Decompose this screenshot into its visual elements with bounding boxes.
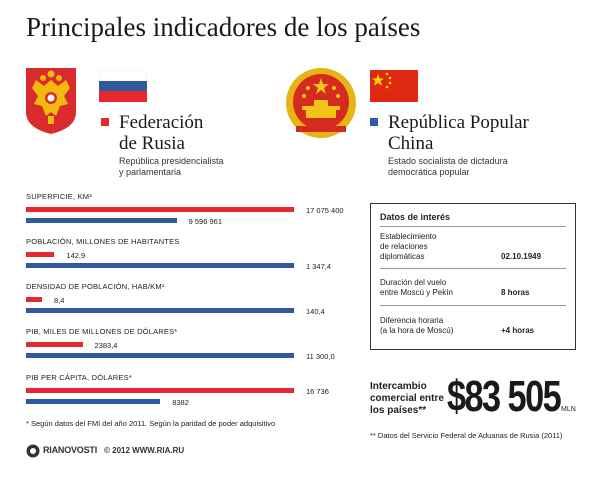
copyright: © 2012 WWW.RIA.RU [104,446,185,455]
ria-logo-icon [26,444,40,458]
china-bar [26,353,294,358]
russia-subtitle: República presidencialista y parlamentar… [119,156,224,178]
china-bar-value: 1 347,4 [306,262,332,271]
indicator-label: POBLACIÓN, MILLONES DE HABITANTES [26,237,180,246]
footnote-fmi: * Según datos del FMI del año 2011. Segú… [26,419,276,428]
interest-divider [380,226,566,227]
interest-box: Datos de interés Establecimiento de rela… [370,203,576,350]
china-subtitle-line1: Estado socialista de dictadura [388,156,508,166]
china-bar-value: 140,4 [306,307,325,316]
china-name-line1: República Popular [388,112,529,133]
interest-row-label-line: diplomáticas [380,252,425,261]
russia-bar-value: 142,9 [66,251,86,260]
russia-name: Federación de Rusia [101,112,203,154]
russia-bar-value: 8,4 [54,296,65,305]
china-subtitle: Estado socialista de dictadura democráti… [388,156,508,178]
china-national-emblem [286,68,356,138]
china-bar-value: 9 596 961 [188,217,222,226]
interest-row-label: Diferencia horaria (a la hora de Moscú) [380,316,453,336]
china-name-line2: China [388,133,434,154]
interest-row-value: 02.10.1949 [501,252,542,261]
indicator-label: DENSIDAD DE POBLACIÓN, HAB/KM² [26,282,165,291]
russia-bar [26,297,43,302]
russia-bar [26,388,294,393]
interest-divider [380,268,566,269]
interest-row-label: Establecimiento de relaciones diplomátic… [380,232,436,262]
trade-value: $83 505 [447,372,562,421]
indicator-label: PIB, MILES DE MILLONES DE DÓLARES* [26,327,178,336]
interest-row-label-line: Establecimiento [380,232,437,241]
russia-subtitle-line1: República presidencialista [119,156,224,166]
russia-bar [26,342,83,347]
interest-row-value: +4 horas [501,326,535,335]
interest-row-label-line: Diferencia horaria [380,316,444,325]
russia-bar-value: 17 075 400 [306,206,344,215]
interest-row-label-line: de relaciones [380,242,428,251]
china-bar [26,218,177,223]
china-legend-square [370,118,378,126]
russia-bar [26,252,55,257]
china-bar-value: 8382 [172,398,189,407]
trade-label-line: los países** [370,405,427,416]
china-bar [26,308,294,313]
interest-row-label-line: Duración del vuelo [380,278,447,287]
china-bar [26,399,161,404]
footnote-aduanas: ** Datos del Servicio Federal de Aduanas… [370,431,563,440]
china-bar-value: 11 300,0 [306,352,335,361]
china-name: República Popular China [370,112,529,154]
russia-bar-value: 16 736 [306,387,329,396]
russia-subtitle-line2: y parlamentaria [119,167,182,177]
russia-legend-square [101,118,109,126]
russia-coat-of-arms [26,68,76,134]
indicator-label: SUPERFICIE, KM² [26,192,92,201]
china-flag [370,70,418,102]
russia-name-line1: Federación [119,112,204,133]
trade-unit: MLN [561,406,576,413]
china-subtitle-line2: democrática popular [388,167,470,177]
trade-label-line: comercial entre [370,393,444,404]
trade-label: Intercambio comercial entre los países** [370,381,444,417]
russia-flag [99,70,147,102]
interest-row-label-line: (a la hora de Moscú) [380,326,454,335]
page-title: Principales indicadores de los países [26,12,421,42]
indicator-label: PIB PER CÁPITA, DÓLARES* [26,373,132,382]
russia-bar [26,207,294,212]
trade-label-line: Intercambio [370,381,427,392]
interest-divider [380,305,566,306]
interest-title: Datos de interés [380,212,451,222]
russia-name-line2: de Rusia [119,133,185,154]
russia-bar-value: 2383,4 [94,341,118,350]
china-bar [26,263,294,268]
interest-row-label-line: entre Moscú y Pekín [380,288,453,297]
ria-logo-text: RIANOVOSTI [43,445,98,455]
interest-row-label: Duración del vuelo entre Moscú y Pekín [380,278,453,298]
interest-row-value: 8 horas [501,288,530,297]
